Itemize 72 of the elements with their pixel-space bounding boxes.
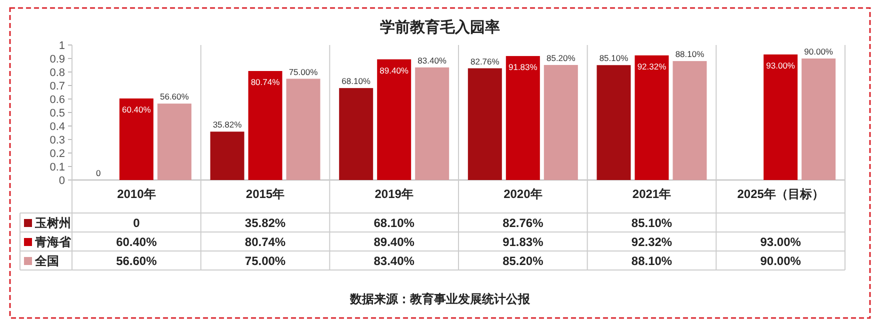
y-tick-label: 0.3 bbox=[50, 134, 65, 146]
x-tick-label: 2019年 bbox=[374, 187, 414, 201]
text: 85.10% bbox=[599, 53, 628, 64]
bar bbox=[286, 78, 320, 180]
data-label: 68.10% bbox=[374, 216, 415, 230]
source-note: 数据来源：教育事业发展统计公报 bbox=[349, 292, 531, 306]
data-label: 0 bbox=[133, 216, 140, 230]
bar bbox=[339, 88, 374, 180]
x-tick-label: 2015年 bbox=[246, 187, 285, 201]
data-label: 35.82% bbox=[244, 216, 286, 230]
bar bbox=[377, 59, 412, 180]
x-tick-label: 2010年 bbox=[117, 187, 156, 201]
text: 90.00% bbox=[804, 46, 834, 56]
data-label: 60.40% bbox=[116, 235, 158, 249]
x-tick-label: 2021年 bbox=[632, 187, 672, 201]
bar bbox=[468, 68, 502, 180]
text: 88.10% bbox=[675, 49, 704, 60]
data-label: 85.10% bbox=[631, 216, 672, 230]
y-tick-label: 0.6 bbox=[50, 94, 65, 106]
bar bbox=[210, 132, 244, 180]
y-tick-label: 0.7 bbox=[50, 80, 65, 92]
legend-label: 玉树州 bbox=[34, 216, 71, 230]
bar bbox=[672, 61, 707, 180]
bar bbox=[802, 58, 836, 180]
text: 75.00% bbox=[288, 66, 318, 77]
text: 89.40% bbox=[380, 65, 409, 76]
bar bbox=[157, 104, 192, 180]
text: 93.00% bbox=[766, 60, 796, 70]
data-label: 82.76% bbox=[502, 216, 544, 230]
bar bbox=[506, 56, 540, 180]
bar bbox=[764, 54, 798, 180]
bar bbox=[415, 67, 450, 180]
bar bbox=[248, 71, 282, 180]
y-tick-label: 0.9 bbox=[50, 54, 65, 66]
bar bbox=[634, 55, 669, 180]
y-tick-label: 0.2 bbox=[50, 148, 65, 160]
legend-label: 全国 bbox=[34, 254, 59, 268]
y-tick-label: 1 bbox=[58, 40, 65, 52]
bar bbox=[119, 98, 154, 180]
data-label: 80.74% bbox=[244, 235, 286, 249]
data-label: 75.00% bbox=[244, 254, 286, 268]
text: 92.32% bbox=[637, 61, 666, 72]
y-tick-label: 0.4 bbox=[50, 121, 65, 133]
text: 68.10% bbox=[342, 76, 371, 86]
data-label: 88.10% bbox=[631, 254, 672, 268]
bar bbox=[596, 65, 631, 180]
text: 83.40% bbox=[418, 55, 447, 66]
x-tick-label: 2025年（目标） bbox=[737, 187, 824, 201]
text: 91.83% bbox=[508, 62, 538, 72]
y-tick-label: 0.5 bbox=[50, 108, 65, 120]
text: 60.40% bbox=[122, 104, 151, 114]
text: 56.60% bbox=[160, 92, 189, 102]
data-label: 89.40% bbox=[374, 235, 415, 249]
chart-title: 学前教育毛入园率 bbox=[380, 18, 500, 36]
data-label: 92.32% bbox=[631, 235, 672, 249]
data-label: 93.00% bbox=[760, 235, 802, 249]
data-label: 90.00% bbox=[760, 254, 802, 268]
y-tick-label: 0.1 bbox=[50, 162, 65, 174]
text: 80.74% bbox=[250, 77, 280, 87]
data-label: 83.40% bbox=[374, 254, 415, 268]
text: 85.20% bbox=[546, 52, 576, 63]
data-label: 85.20% bbox=[502, 254, 544, 268]
bar bbox=[544, 64, 578, 180]
text: 82.76% bbox=[470, 56, 500, 66]
text: 35.82% bbox=[212, 120, 242, 130]
y-tick-label: 0 bbox=[58, 175, 65, 187]
legend-label: 青海省 bbox=[34, 235, 72, 249]
text: 0 bbox=[96, 168, 101, 178]
data-label: 56.60% bbox=[116, 254, 158, 268]
y-tick-label: 0.8 bbox=[50, 67, 65, 79]
x-tick-label: 2020年 bbox=[504, 187, 542, 201]
data-label: 91.83% bbox=[502, 235, 544, 249]
